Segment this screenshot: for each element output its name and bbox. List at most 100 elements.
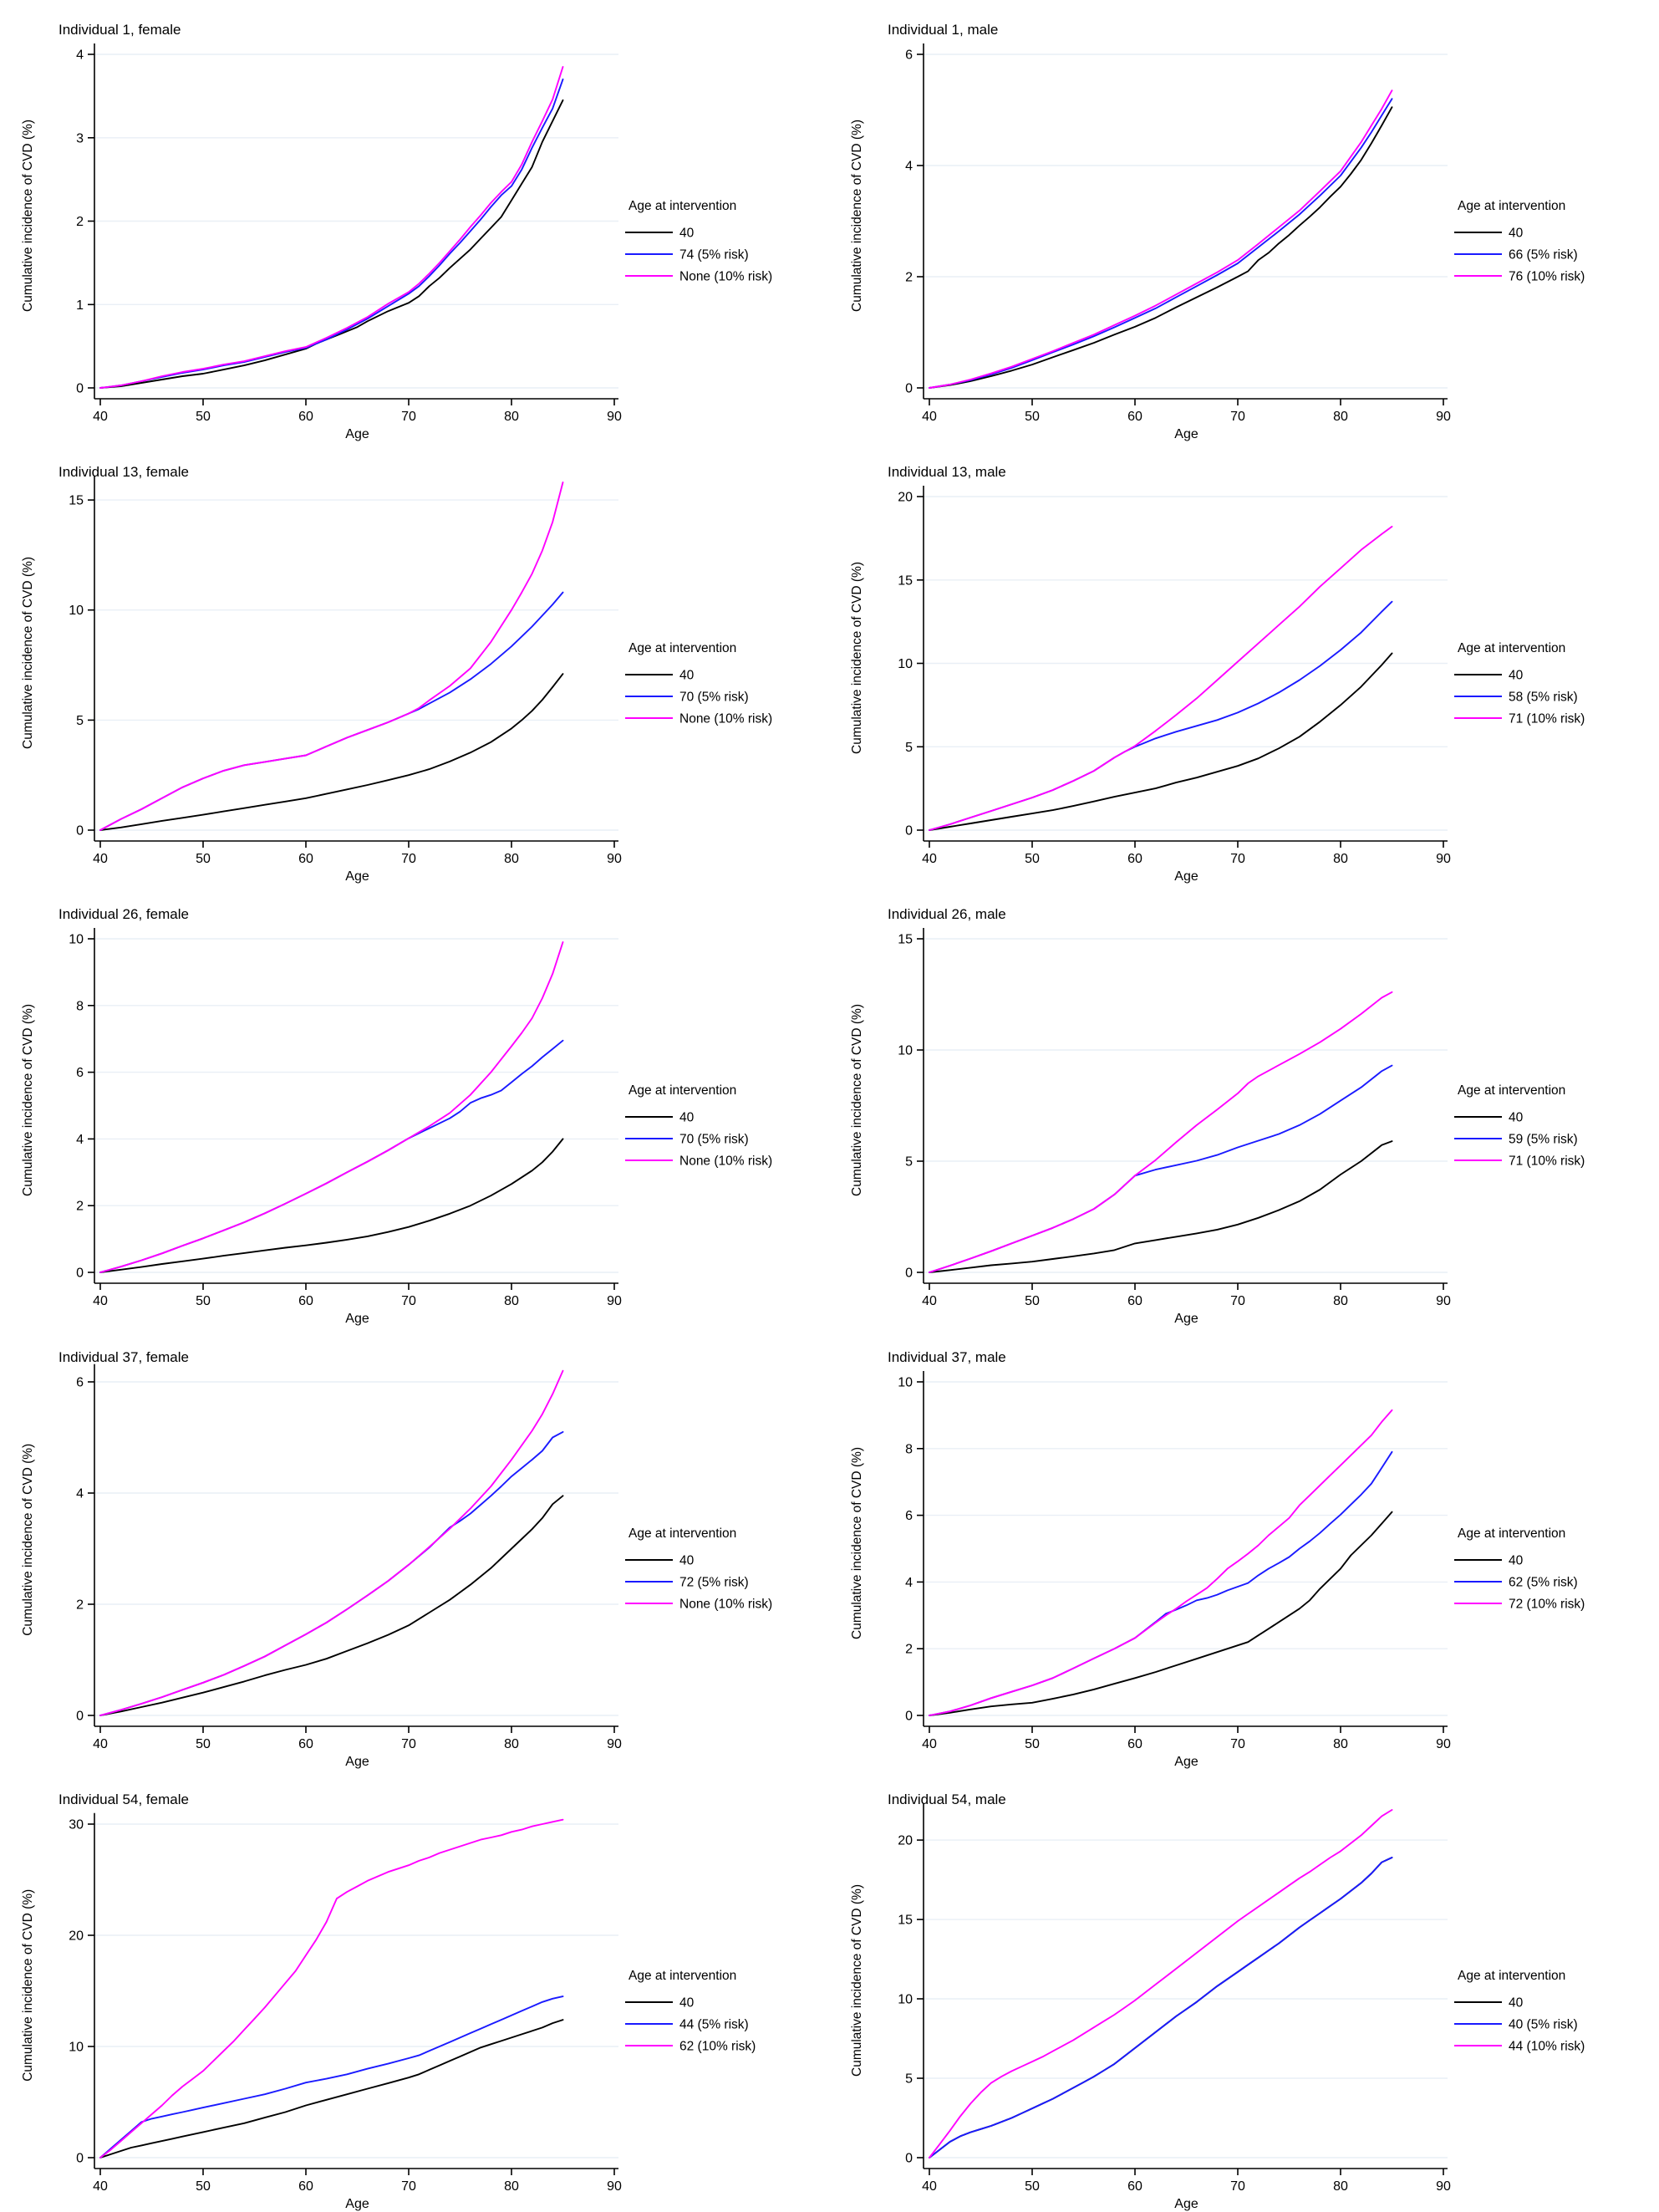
x-tick-label: 70 [1230,410,1245,424]
chart-title: Individual 13, female [59,464,189,480]
x-tick-label: 80 [504,410,519,424]
chart-title: Individual 26, male [888,906,1006,922]
legend-item-label: 70 (5% risk) [679,691,749,705]
x-tick-label: 50 [196,852,211,866]
y-tick-label: 4 [76,1133,84,1147]
chart-cell: 0 2 4 6 40 50 60 70 80 90 Age Cumulative incidence … [0,1328,829,1770]
y-tick-label: 4 [905,160,913,174]
chart-cell: 0 5 10 15 20 40 50 60 70 80 90 Age Cumulative incide… [829,442,1659,884]
x-tick-label: 40 [922,852,937,866]
y-tick-label: 30 [69,1817,84,1832]
series-line-magenta [99,66,564,389]
x-tick-label: 50 [1025,1294,1040,1308]
legend-item-label: 70 (5% risk) [679,1133,749,1147]
x-tick-label: 50 [1025,410,1040,424]
x-tick-label: 80 [504,852,519,866]
series-line-magenta [929,1409,1393,1716]
legend-item-label: 40 [1509,227,1524,241]
y-tick-label: 2 [76,215,84,229]
y-tick-label: 15 [898,1913,913,1927]
x-tick-label: 70 [1230,852,1245,866]
chart-title: Individual 37, male [888,1349,1006,1365]
chart-title: Individual 1, female [59,22,181,38]
x-axis-label: Age [1174,1312,1198,1326]
legend-item-label: 74 (5% risk) [679,248,749,262]
series-line-blue [929,1450,1393,1716]
legend-item-label: 59 (5% risk) [1509,1133,1578,1147]
y-tick-label: 5 [905,2072,913,2086]
x-tick-label: 60 [1127,410,1142,424]
y-tick-label: 2 [76,1200,84,1214]
x-tick-label: 90 [1436,1737,1451,1751]
y-tick-label: 4 [76,1486,84,1501]
legend-item-label: 62 (5% risk) [1509,1575,1578,1589]
y-tick-label: 10 [898,1992,913,2006]
y-tick-label: 0 [905,382,913,396]
y-tick-label: 20 [898,491,913,505]
legend-item-label: 40 [679,669,695,683]
series-line-magenta [99,941,564,1274]
y-tick-label: 0 [905,2151,913,2165]
chart: 0 10 20 30 40 50 60 70 80 90 Age Cumulative inciden… [21,1792,756,2211]
chart-cell: 0 5 10 15 40 50 60 70 80 90 Age Cumulative incidenc… [0,442,829,884]
x-tick-label: 70 [401,2179,416,2194]
x-axis-label: Age [345,1312,369,1326]
x-tick-label: 60 [298,1294,313,1308]
legend-item-label: 40 [679,1553,695,1567]
series-line-black [99,2018,564,2158]
x-tick-label: 50 [1025,2179,1040,2194]
y-tick-label: 10 [898,1375,913,1389]
y-axis-label: Cumulative incidence of CVD (%) [850,120,864,312]
x-axis-label: Age [345,427,369,441]
y-tick-label: 6 [905,1509,913,1523]
x-tick-label: 90 [1436,852,1451,866]
y-tick-label: 0 [76,824,84,838]
y-tick-label: 1 [76,298,84,313]
y-tick-label: 5 [905,1155,913,1170]
series-line-black [99,1138,564,1274]
y-tick-label: 0 [76,1709,84,1723]
x-tick-label: 60 [1127,1737,1142,1751]
y-axis-label: Cumulative incidence of CVD (%) [850,1004,864,1196]
legend-item-label: 40 [679,1995,695,2010]
series-line-black [99,673,564,832]
x-axis-label: Age [1174,1755,1198,1769]
series-line-blue [99,78,564,389]
y-axis-label: Cumulative incidence of CVD (%) [21,1889,35,2082]
series-line-blue [929,600,1393,832]
y-tick-label: 8 [76,1000,84,1014]
y-tick-label: 4 [76,48,84,63]
y-tick-label: 0 [905,824,913,838]
y-tick-label: 0 [76,2151,84,2165]
x-tick-label: 90 [1436,1294,1451,1308]
x-tick-label: 80 [504,2179,519,2194]
x-tick-label: 70 [401,852,416,866]
series-line-magenta [99,482,564,832]
chart: 0 2 4 6 8 10 40 50 60 70 80 90 Age Cumulative inciden… [21,906,772,1326]
series-line-blue [929,1065,1393,1274]
series-line-blue [99,1040,564,1274]
x-tick-label: 80 [1333,1294,1348,1308]
chart: 0 5 10 15 40 50 60 70 80 90 Age Cumulative incidenc… [850,906,1585,1326]
chart-cell: 0 5 10 15 40 50 60 70 80 90 Age Cumulative incidenc… [829,884,1659,1327]
chart-cell: 0 10 20 30 40 50 60 70 80 90 Age Cumulative inciden… [0,1770,829,2212]
x-axis-label: Age [345,2197,369,2211]
x-tick-label: 50 [1025,852,1040,866]
x-axis-label: Age [345,1755,369,1769]
chart-title: Individual 54, female [59,1792,189,1807]
y-tick-label: 10 [898,1044,913,1058]
x-tick-label: 40 [93,2179,108,2194]
y-tick-label: 5 [76,714,84,728]
legend-item-label: 76 (10% risk) [1509,270,1585,284]
legend-item-label: 71 (10% risk) [1509,1154,1585,1169]
legend-title: Age at intervention [1458,1083,1565,1098]
legend-title: Age at intervention [1458,641,1565,655]
chart-cell: 0 1 2 3 4 40 50 60 70 80 90 Age Cumulative incidence… [0,0,829,442]
legend-item-label: 72 (10% risk) [1509,1597,1585,1611]
y-tick-label: 6 [905,48,913,63]
x-tick-label: 80 [504,1737,519,1751]
y-tick-label: 10 [898,657,913,671]
y-tick-label: 6 [76,1375,84,1389]
x-tick-label: 60 [1127,1294,1142,1308]
